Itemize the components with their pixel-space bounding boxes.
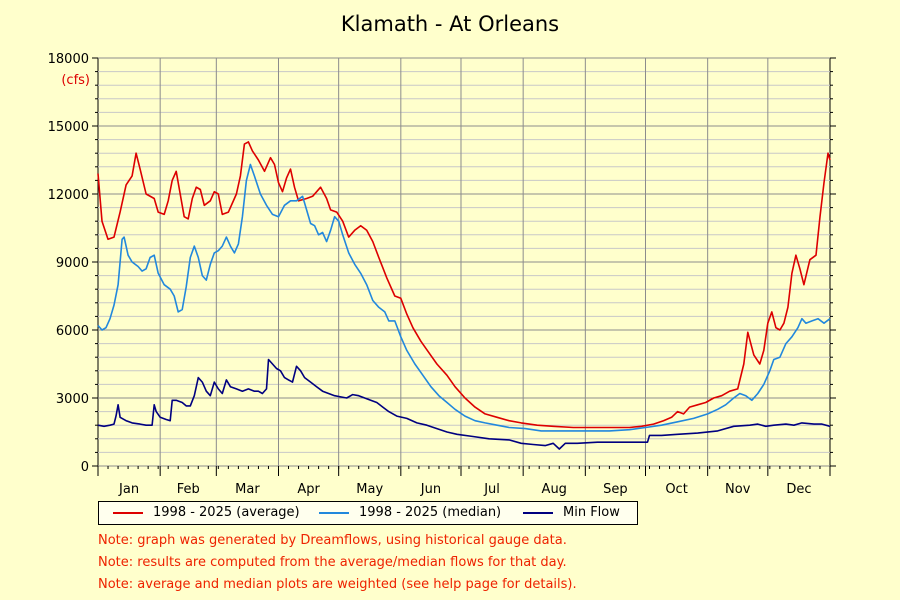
grid-lines	[97, 57, 831, 467]
legend: 1998 - 2025 (average) 1998 - 2025 (media…	[98, 501, 638, 525]
series-lines	[97, 141, 831, 450]
x-tick-label: Jan	[118, 482, 139, 497]
axes: Jan Feb Mar Apr May Jun Jul Aug Sep Oct Nov Dec 0 300…	[48, 52, 836, 497]
legend-item-median: 1998 - 2025 (median)	[319, 505, 501, 520]
x-tick-label: Feb	[177, 482, 200, 497]
x-tick-label: Apr	[297, 482, 320, 497]
min-flow-line	[97, 358, 831, 450]
x-tick-label: Jul	[483, 482, 500, 497]
x-tick-label: Oct	[665, 482, 687, 497]
note-line: Note: results are computed from the aver…	[98, 555, 567, 570]
note-line: Note: average and median plots are weigh…	[98, 577, 577, 592]
legend-label-average: 1998 - 2025 (average)	[153, 505, 300, 520]
y-tick-label: 6000	[56, 324, 89, 339]
legend-item-average: 1998 - 2025 (average)	[113, 505, 300, 520]
x-tick-label: Nov	[725, 482, 751, 497]
y-tick-label: 15000	[48, 120, 89, 135]
legend-swatch-median	[319, 511, 349, 514]
median-line	[97, 163, 831, 432]
average-line	[97, 141, 831, 429]
legend-swatch-average	[113, 511, 143, 514]
y-axis-unit: (cfs)	[61, 73, 90, 88]
y-tick-label: 3000	[56, 392, 89, 407]
legend-label-median: 1998 - 2025 (median)	[359, 505, 502, 520]
notes: Note: graph was generated by Dreamflows,…	[98, 530, 577, 596]
note-line: Note: graph was generated by Dreamflows,…	[98, 533, 567, 548]
legend-label-min: Min Flow	[563, 505, 620, 520]
chart-title: Klamath - At Orleans	[340, 12, 560, 36]
x-tick-label: Aug	[542, 482, 567, 497]
legend-swatch-min	[523, 511, 553, 514]
x-tick-label: Dec	[786, 482, 811, 497]
x-tick-label: May	[356, 482, 383, 497]
x-tick-label: Jun	[420, 482, 441, 497]
legend-item-min: Min Flow	[523, 505, 620, 520]
y-tick-label: 9000	[56, 256, 89, 271]
y-tick-label: 0	[81, 460, 89, 475]
y-tick-label: 18000	[48, 52, 89, 67]
y-tick-label: 12000	[48, 188, 89, 203]
x-tick-label: Mar	[235, 482, 260, 497]
x-tick-label: Sep	[603, 482, 628, 497]
